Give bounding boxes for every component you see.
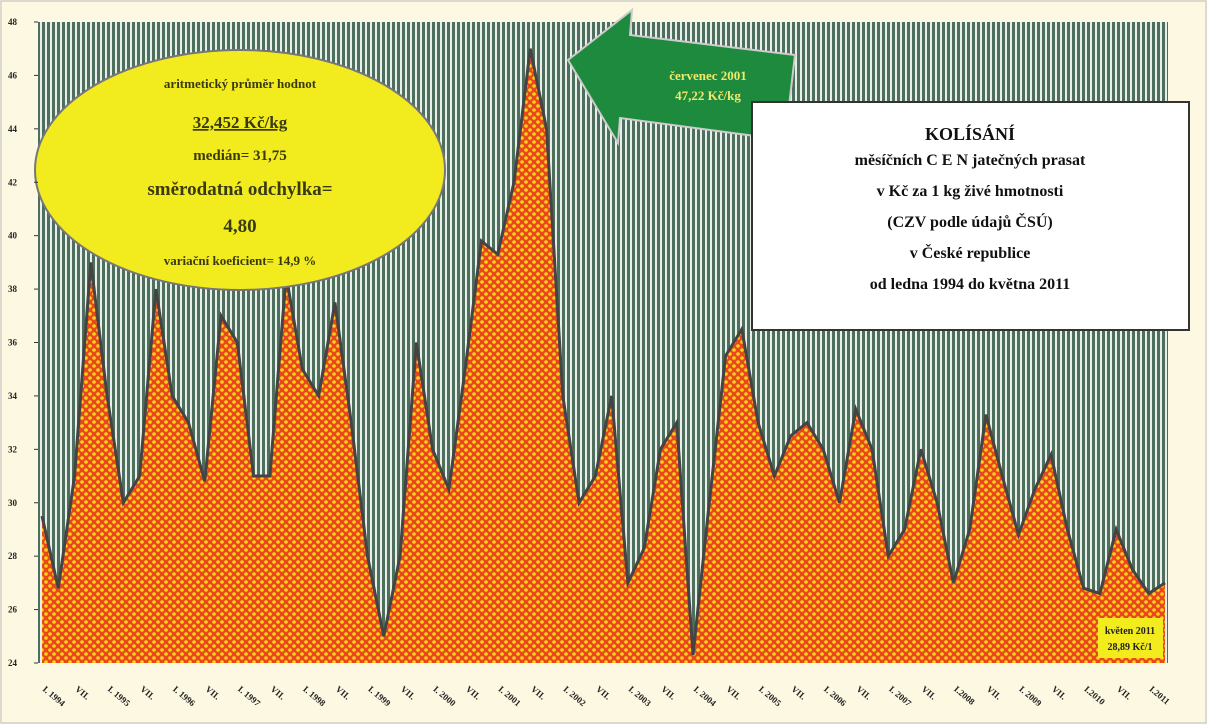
y-tick-label: 44 [8, 124, 18, 134]
stats-text: aritmetický průměr hodnot [164, 76, 317, 91]
title-text: od ledna 1994 do května 2011 [870, 276, 1070, 293]
title-text: (CZV podle údajů ČSÚ) [887, 212, 1053, 231]
stats-text: 4,80 [223, 216, 256, 237]
y-tick-label: 26 [8, 605, 18, 615]
peak-arrow [566, 7, 797, 147]
y-tick-label: 46 [8, 70, 18, 80]
y-tick-label: 28 [8, 551, 18, 561]
area [42, 48, 1165, 664]
y-tick-label: 32 [8, 444, 18, 454]
title-text: KOLÍSÁNÍ [925, 123, 1015, 144]
last-text: květen 2011 [1105, 626, 1155, 637]
stats-text: medián= 31,75 [193, 148, 287, 164]
title-text: měsíčních C E N jatečných prasat [855, 152, 1086, 169]
y-tick-label: 40 [8, 231, 18, 241]
title-text: v České republice [910, 243, 1031, 262]
stats-ellipse [34, 49, 446, 291]
y-tick-label: 48 [8, 17, 18, 27]
stats-text: 32,452 Kč/kg [193, 113, 288, 132]
title-box [751, 101, 1190, 331]
last-text: 28,89 Kč/1 [1108, 642, 1153, 653]
y-tick-label: 38 [8, 284, 18, 294]
title-text: v Kč za 1 kg živé hmotnosti [877, 183, 1064, 200]
peak-text: 47,22 Kč/kg [675, 88, 741, 103]
y-tick-label: 36 [8, 338, 18, 348]
y-tick-label: 34 [8, 391, 18, 401]
stats-text: variační koeficient= 14,9 % [164, 253, 317, 268]
stats-text: směrodatná odchylka= [147, 179, 332, 200]
y-tick-label: 30 [8, 498, 18, 508]
last-box [1098, 618, 1163, 658]
line [40, 48, 1166, 656]
y-tick-label: 24 [8, 658, 18, 668]
y-tick-label: 42 [8, 177, 18, 187]
peak-text: červenec 2001 [669, 68, 747, 83]
